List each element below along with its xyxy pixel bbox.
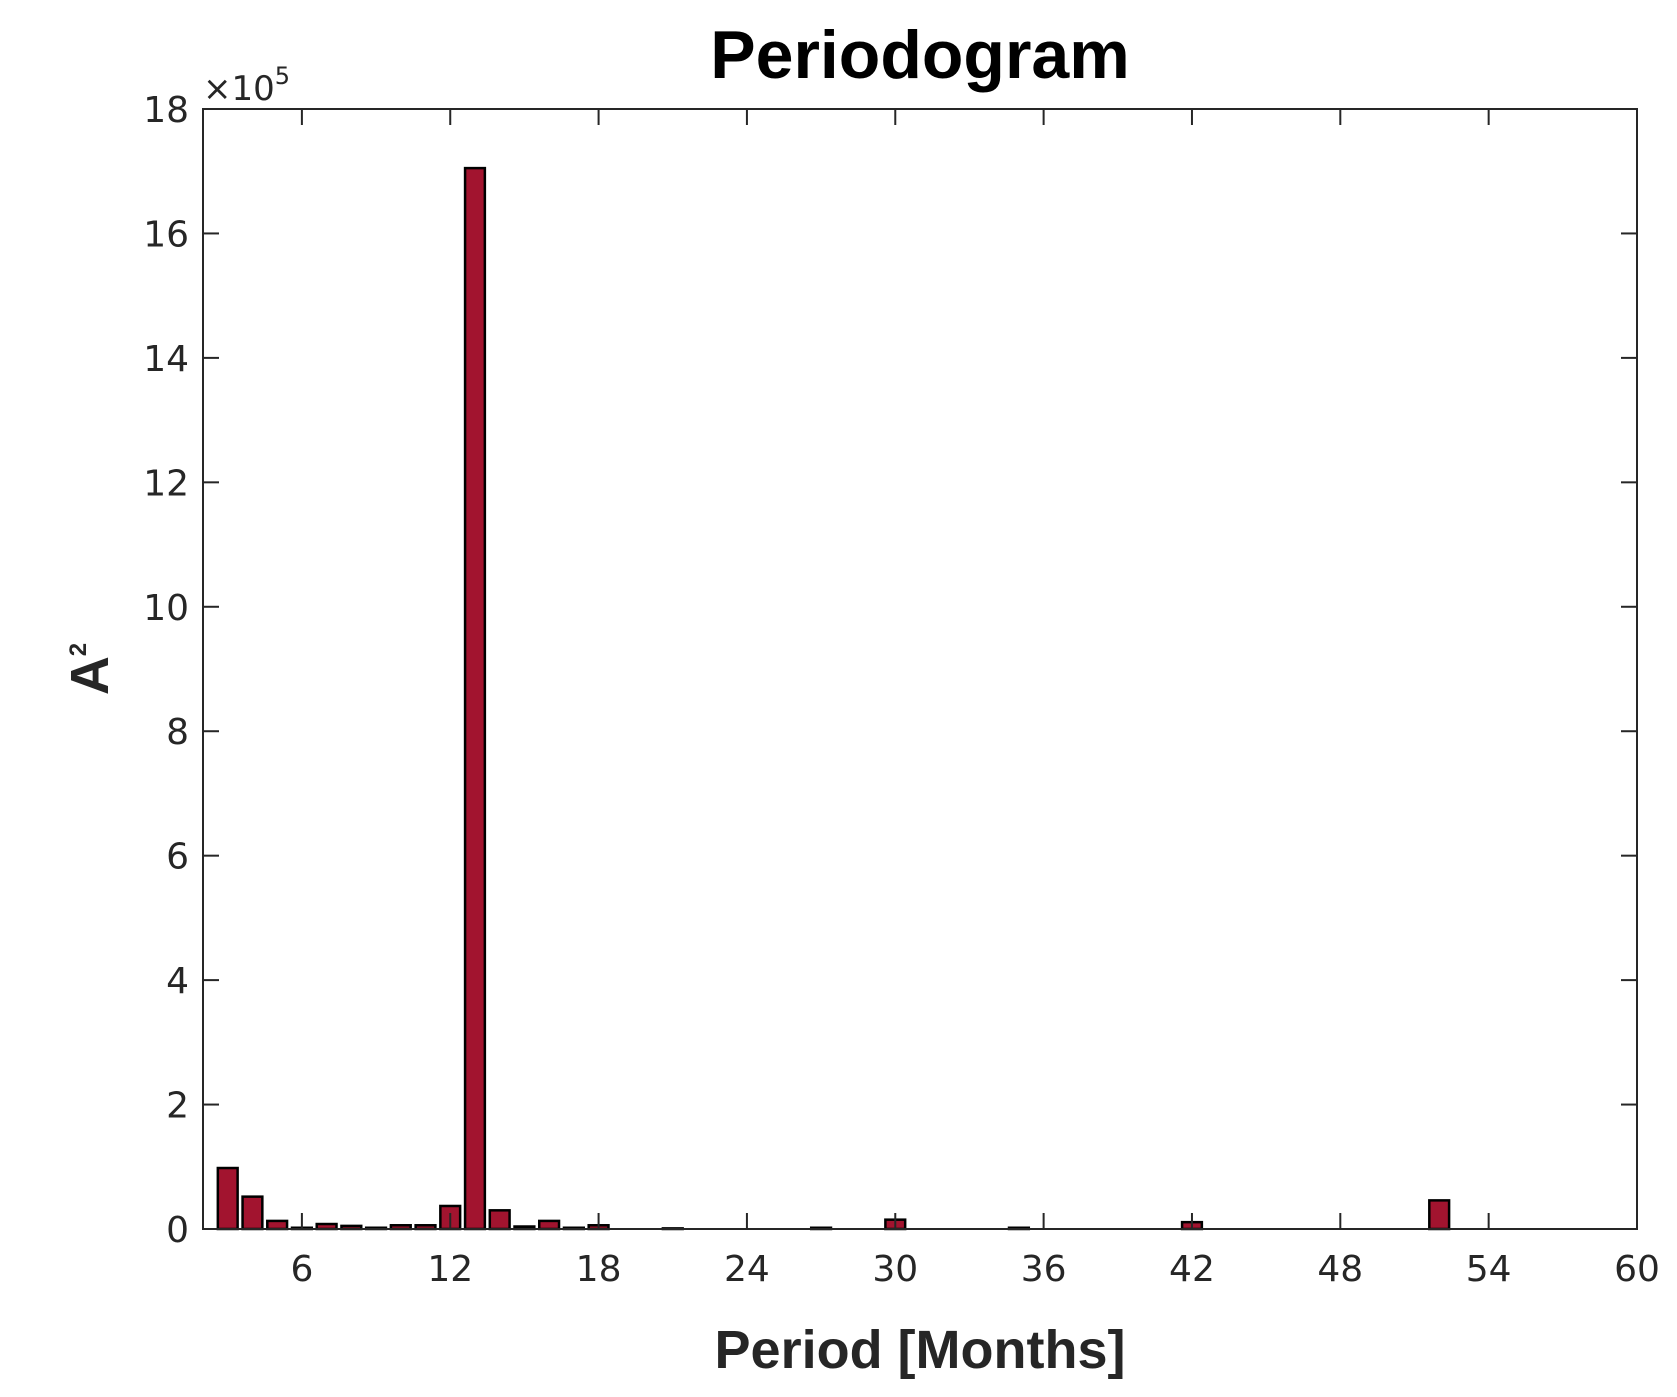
y-tick-label-2: 4 — [166, 961, 189, 1002]
y-tick-label-8: 16 — [143, 214, 189, 255]
y-tick-label-5: 10 — [143, 588, 189, 629]
axes-box — [202, 108, 1638, 1230]
x-tick-label-9: 60 — [1614, 1249, 1660, 1290]
y-axis-multiplier: ×105 — [203, 62, 290, 109]
y-tick-label-7: 14 — [143, 339, 189, 380]
bar-13 — [537, 1219, 561, 1231]
y-axis-multiplier-base: ×10 — [203, 69, 275, 109]
bar-11 — [488, 1209, 511, 1231]
y-axis-label-base: A — [60, 656, 120, 695]
bar-1 — [241, 1195, 264, 1231]
y-tick-label-6: 12 — [143, 463, 189, 504]
x-tick-label-8: 54 — [1466, 1249, 1512, 1290]
x-axis-label: Period [Months] — [715, 1320, 1126, 1380]
bar-10 — [463, 166, 487, 1231]
x-tick-label-2: 18 — [576, 1249, 622, 1290]
y-axis-multiplier-exponent: 5 — [275, 62, 290, 90]
x-tick-label-5: 36 — [1021, 1249, 1067, 1290]
y-axis-label: A2 — [60, 643, 120, 695]
x-tick-label-3: 24 — [724, 1249, 770, 1290]
y-tick-label-4: 8 — [166, 712, 189, 753]
x-tick-label-0: 6 — [290, 1249, 313, 1290]
bar-2 — [266, 1219, 289, 1231]
chart-title: Periodogram — [710, 17, 1129, 93]
x-tick-label-6: 42 — [1169, 1249, 1215, 1290]
y-tick-label-3: 6 — [166, 837, 189, 878]
x-tick-label-4: 30 — [872, 1249, 918, 1290]
y-axis-label-exponent: 2 — [65, 643, 92, 656]
y-tick-label-0: 0 — [166, 1210, 189, 1251]
x-tick-label-1: 12 — [427, 1249, 473, 1290]
y-tick-label-1: 2 — [166, 1086, 189, 1127]
bar-0 — [216, 1166, 239, 1231]
y-tick-label-9: 18 — [143, 90, 189, 131]
x-tick-label-7: 48 — [1317, 1249, 1363, 1290]
bar-21 — [1428, 1199, 1451, 1231]
